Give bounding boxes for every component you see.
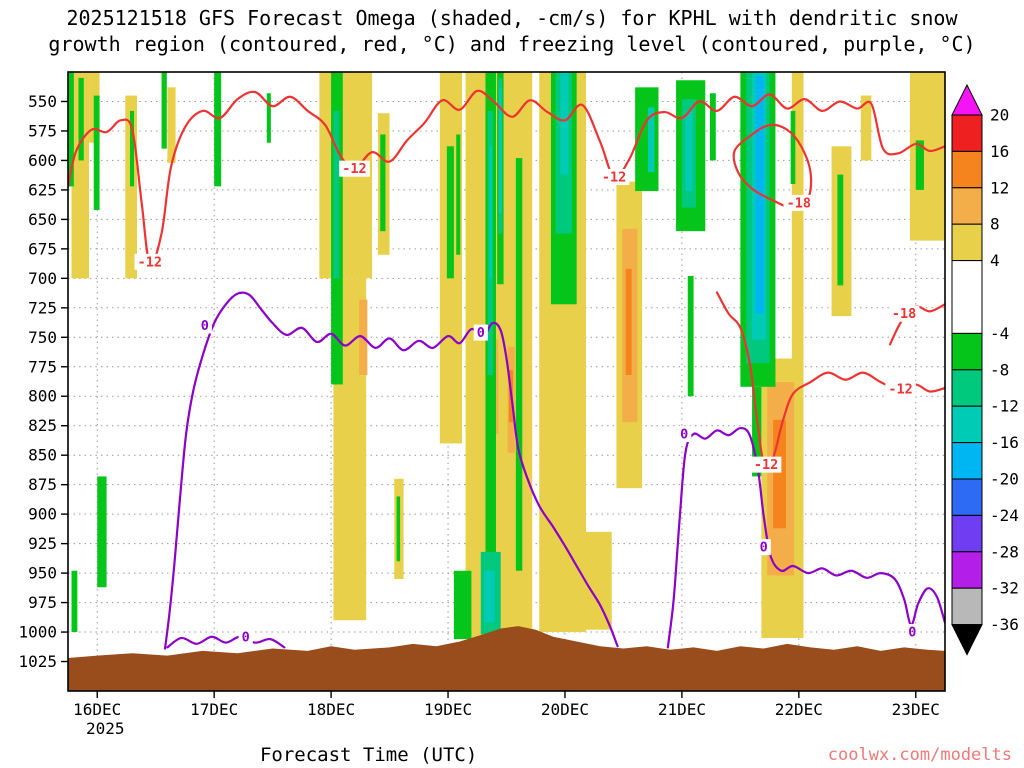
- svg-text:850: 850: [28, 446, 57, 465]
- svg-text:-4: -4: [990, 324, 1009, 343]
- svg-text:0: 0: [908, 625, 916, 641]
- svg-text:650: 650: [28, 210, 57, 229]
- svg-text:23DEC: 23DEC: [892, 700, 940, 719]
- plot-border: [67, 71, 946, 692]
- svg-text:16DEC: 16DEC: [73, 700, 121, 719]
- svg-text:600: 600: [28, 151, 57, 170]
- svg-text:17DEC: 17DEC: [190, 700, 238, 719]
- watermark-credit: coolwx.com/modelts: [827, 745, 1012, 765]
- svg-text:-36: -36: [990, 615, 1019, 634]
- svg-text:-28: -28: [990, 542, 1019, 561]
- colorbar-arrow-up: [951, 83, 983, 116]
- chart-title-line2: growth region (contoured, red, °C) and f…: [48, 32, 976, 56]
- chart-title-line1: 2025121518 GFS Forecast Omega (shaded, -…: [66, 6, 958, 30]
- svg-text:675: 675: [28, 239, 57, 258]
- svg-text:750: 750: [28, 328, 57, 347]
- colorbar-arrow-down: [951, 624, 983, 656]
- svg-text:550: 550: [28, 92, 57, 111]
- svg-text:800: 800: [28, 387, 57, 406]
- svg-text:775: 775: [28, 357, 57, 376]
- svg-text:700: 700: [28, 269, 57, 288]
- svg-text:21DEC: 21DEC: [658, 700, 706, 719]
- svg-text:4: 4: [990, 251, 1000, 270]
- svg-text:0: 0: [477, 325, 485, 341]
- svg-text:0: 0: [760, 540, 768, 556]
- svg-text:19DEC: 19DEC: [424, 700, 472, 719]
- svg-text:-18: -18: [787, 195, 811, 211]
- svg-text:1000: 1000: [18, 623, 57, 642]
- svg-text:12: 12: [990, 178, 1009, 197]
- svg-text:18DEC: 18DEC: [307, 700, 355, 719]
- svg-text:-12: -12: [602, 169, 626, 185]
- svg-text:1025: 1025: [18, 652, 57, 671]
- svg-text:-12: -12: [138, 254, 162, 270]
- svg-text:2025: 2025: [86, 719, 125, 738]
- svg-text:975: 975: [28, 593, 57, 612]
- colorbar: 20 16 12 8 4 -4 -8 -12 -16 -20 -24 -28 -32 -36: [951, 83, 1019, 656]
- svg-text:-8: -8: [990, 360, 1009, 379]
- svg-text:-18: -18: [892, 306, 916, 322]
- contour-lines: [68, 89, 945, 650]
- svg-text:20DEC: 20DEC: [541, 700, 589, 719]
- svg-text:900: 900: [28, 505, 57, 524]
- svg-text:-32: -32: [990, 579, 1019, 598]
- svg-text:925: 925: [28, 534, 57, 553]
- x-axis-label: Forecast Time (UTC): [259, 744, 478, 766]
- terrain-profile: [68, 626, 945, 691]
- svg-text:950: 950: [28, 564, 57, 583]
- svg-text:-24: -24: [990, 506, 1019, 525]
- svg-text:0: 0: [680, 426, 688, 442]
- svg-text:8: 8: [990, 215, 1000, 234]
- svg-text:725: 725: [28, 298, 57, 317]
- svg-text:-20: -20: [990, 470, 1019, 489]
- omega-shading: [68, 72, 945, 640]
- svg-text:575: 575: [28, 121, 57, 140]
- svg-text:-12: -12: [754, 457, 778, 473]
- svg-text:-12: -12: [888, 382, 912, 398]
- svg-text:16: 16: [990, 142, 1009, 161]
- axes: 550 575 600 625 650 675 700 725 750 775 800 825 850 8…: [18, 92, 939, 738]
- svg-text:875: 875: [28, 475, 57, 494]
- svg-text:825: 825: [28, 416, 57, 435]
- svg-text:625: 625: [28, 180, 57, 199]
- svg-text:-16: -16: [990, 433, 1019, 452]
- svg-text:-12: -12: [990, 397, 1019, 416]
- contour-labels: -12 -12 -12 -12 -12 -18 -18 0 0 0 0 0 0: [134, 160, 920, 645]
- svg-text:22DEC: 22DEC: [775, 700, 823, 719]
- svg-text:-12: -12: [342, 161, 366, 177]
- svg-text:20: 20: [990, 106, 1009, 125]
- svg-text:0: 0: [242, 629, 250, 645]
- svg-text:0: 0: [201, 318, 209, 334]
